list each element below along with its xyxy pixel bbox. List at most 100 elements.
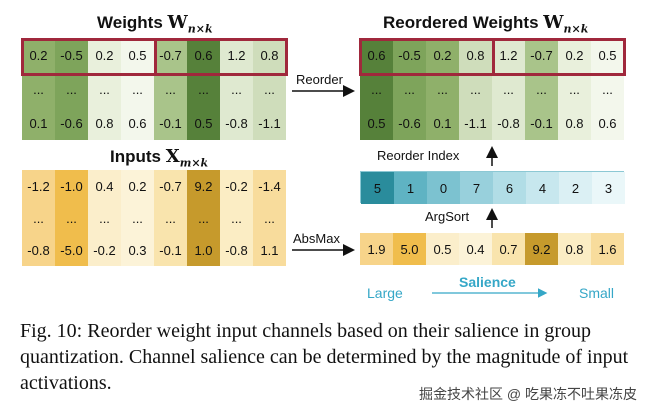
inputs-cell: 9.2: [187, 170, 220, 202]
absmax-cell: 0.4: [459, 233, 492, 265]
weights-cell: ...: [187, 72, 220, 106]
inputs-cell: 0.2: [121, 170, 154, 202]
weights-cell: ...: [220, 72, 253, 106]
inputs-cell: ...: [253, 202, 286, 234]
reorder-index-cell: 2: [559, 172, 592, 204]
weights-cell: 0.8: [88, 106, 121, 140]
reordered-weights-cell: 0.1: [426, 106, 459, 140]
reorder-index-cell: 5: [361, 172, 394, 204]
reordered-group-box-right: [492, 38, 626, 76]
reorder-index-cell: 0: [427, 172, 460, 204]
weights-cell: 0.5: [121, 38, 154, 72]
inputs-title: Inputs Xm×k: [110, 146, 209, 170]
absmax-cell: 0.5: [426, 233, 459, 265]
weights-cell: -0.1: [154, 106, 187, 140]
weights-cell: -0.6: [55, 106, 88, 140]
salience-label: Salience: [459, 274, 516, 290]
weights-group-box-right: [154, 38, 288, 76]
weights-cell: ...: [154, 72, 187, 106]
weights-cell: 0.2: [88, 38, 121, 72]
reordered-weights-cell: 0.6: [591, 106, 624, 140]
reordered-weights-cell: ...: [459, 72, 492, 106]
inputs-cell: ...: [154, 202, 187, 234]
inputs-cell: -1.4: [253, 170, 286, 202]
reordered-weights-cell: ...: [591, 72, 624, 106]
weights-cell: 0.6: [187, 38, 220, 72]
salience-small-label: Small: [579, 285, 615, 301]
inputs-cell: -0.8: [220, 234, 253, 266]
inputs-cell: ...: [55, 202, 88, 234]
weights-cell: -0.8: [220, 106, 253, 140]
inputs-matrix: -1.2 -1.0 0.4 0.2 -0.7 9.2 -0.2 -1.4...........…: [22, 170, 286, 266]
absmax-label: AbsMax: [293, 231, 340, 246]
weights-cell: ...: [253, 72, 286, 106]
reordered-weights-cell: 0.8: [558, 106, 591, 140]
inputs-cell: 0.3: [121, 234, 154, 266]
inputs-cell: ...: [88, 202, 121, 234]
reordered-weights-cell: 0.8: [459, 38, 492, 72]
reordered-weights-matrix: 0.6 -0.5 0.2 0.8 1.2 -0.7 0.2 0.5..............…: [360, 38, 624, 140]
absmax-cell: 9.2: [525, 233, 558, 265]
inputs-cell: -0.1: [154, 234, 187, 266]
salience-large-label: Large: [367, 285, 403, 301]
reordered-weights-cell: ...: [360, 72, 393, 106]
reordered-weights-cell: ...: [525, 72, 558, 106]
reorder-index-cell: 6: [493, 172, 526, 204]
weights-cell: ...: [55, 72, 88, 106]
inputs-cell: -0.2: [220, 170, 253, 202]
weights-cell: 0.8: [253, 38, 286, 72]
weights-cell: 0.2: [22, 38, 55, 72]
reordered-weights-cell: -0.5: [393, 38, 426, 72]
reordered-weights-cell: -0.7: [525, 38, 558, 72]
absmax-cell: 1.9: [360, 233, 393, 265]
argsort-label: ArgSort: [425, 209, 470, 224]
weights-cell: -0.5: [55, 38, 88, 72]
inputs-cell: 1.0: [187, 234, 220, 266]
absmax-cell: 1.6: [591, 233, 624, 265]
reordered-weights-cell: 0.5: [591, 38, 624, 72]
reorder-index-label: Reorder Index: [377, 148, 460, 163]
weights-cell: -1.1: [253, 106, 286, 140]
weights-cell: 0.1: [22, 106, 55, 140]
reordered-weights-cell: 1.2: [492, 38, 525, 72]
weights-cell: ...: [22, 72, 55, 106]
reordered-weights-cell: 0.6: [360, 38, 393, 72]
reordered-weights-title: Reordered Weights Wn×k: [383, 12, 589, 36]
reordered-weights-cell: -0.6: [393, 106, 426, 140]
reorder-index-cell: 3: [592, 172, 625, 204]
reordered-weights-cell: -0.8: [492, 106, 525, 140]
absmax-cell: 0.8: [558, 233, 591, 265]
reordered-weights-cell: -1.1: [459, 106, 492, 140]
weights-cell: ...: [121, 72, 154, 106]
inputs-cell: -1.2: [22, 170, 55, 202]
inputs-cell: -0.2: [88, 234, 121, 266]
reordered-weights-cell: ...: [492, 72, 525, 106]
inputs-cell: ...: [220, 202, 253, 234]
figure-caption: Fig. 10: Reorder weight input channels b…: [20, 320, 629, 394]
weights-matrix: 0.2 -0.5 0.2 0.5 -0.7 0.6 1.2 0.8..............…: [22, 38, 286, 140]
reorder-index-cell: 7: [460, 172, 493, 204]
watermark: 掘金技术社区 @ 吃果冻不吐果冻皮: [419, 386, 637, 402]
inputs-cell: 0.4: [88, 170, 121, 202]
weights-title: Weights Wn×k: [97, 12, 213, 36]
reordered-weights-cell: -0.1: [525, 106, 558, 140]
inputs-cell: -0.7: [154, 170, 187, 202]
inputs-cell: 1.1: [253, 234, 286, 266]
absmax-row: 1.9 5.0 0.5 0.4 0.7 9.2 0.8 1.6: [360, 233, 624, 265]
inputs-cell: -0.8: [22, 234, 55, 266]
absmax-cell: 0.7: [492, 233, 525, 265]
inputs-cell: -1.0: [55, 170, 88, 202]
reorder-index-cell: 4: [526, 172, 559, 204]
weights-cell: -0.7: [154, 38, 187, 72]
absmax-cell: 5.0: [393, 233, 426, 265]
inputs-cell: ...: [22, 202, 55, 234]
weights-cell: 0.6: [121, 106, 154, 140]
inputs-cell: ...: [187, 202, 220, 234]
reordered-weights-cell: ...: [558, 72, 591, 106]
weights-cell: ...: [88, 72, 121, 106]
reordered-weights-cell: ...: [426, 72, 459, 106]
reorder-label: Reorder: [296, 72, 343, 87]
weights-cell: 1.2: [220, 38, 253, 72]
weights-cell: 0.5: [187, 106, 220, 140]
